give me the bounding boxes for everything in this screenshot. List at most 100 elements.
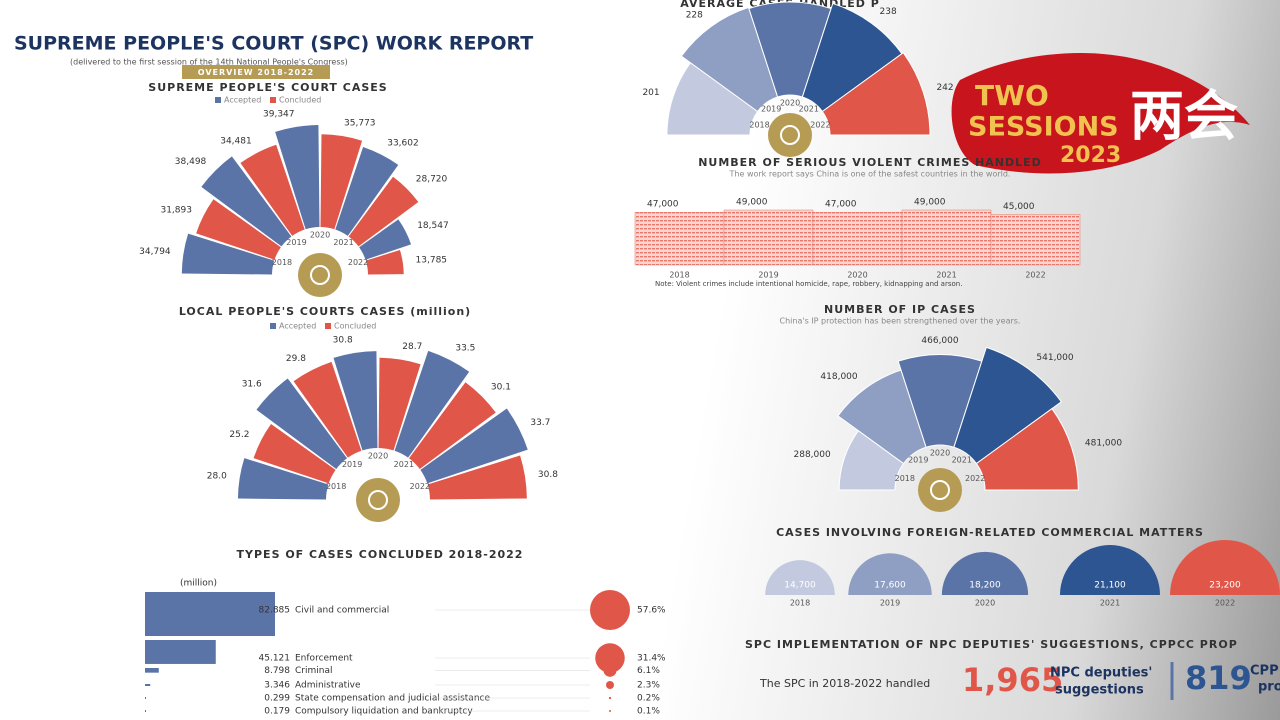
bar: [812, 211, 903, 266]
value-label: 541,000: [1036, 353, 1073, 363]
value-label: 33,602: [387, 139, 419, 149]
share-label: 2.3%: [637, 681, 660, 691]
value-label: 228: [686, 11, 703, 21]
category-label: 2022: [810, 121, 830, 130]
bar: [634, 211, 725, 266]
chart-subtitle: China's IP protection has been strengthe…: [780, 317, 1021, 326]
chart-title: CASES INVOLVING FOREIGN-RELATED COMMERCI…: [776, 526, 1204, 539]
radial-bar: [420, 408, 528, 484]
share-dot: [608, 696, 612, 700]
icon: [356, 478, 400, 522]
semicircle: [1170, 540, 1280, 595]
radial-bar: [320, 134, 363, 230]
radial-bar: [293, 361, 362, 458]
category-label: 2021: [936, 271, 956, 280]
semicircle: [1059, 544, 1161, 595]
radial-bar: [237, 458, 329, 500]
legend-label: Concluded: [279, 96, 321, 105]
category-label: 2021: [394, 460, 414, 469]
category-label: 2018: [326, 482, 346, 491]
category-label: 2019: [286, 238, 306, 247]
radial-bar: [378, 357, 421, 451]
category-label: 2018: [895, 474, 915, 483]
value-label: 34,481: [220, 137, 252, 147]
value-label: 201: [642, 88, 659, 98]
value-label: 28.7: [402, 342, 422, 352]
value-label: 39,347: [263, 110, 295, 120]
npc-label: suggestions: [1055, 683, 1144, 698]
value-label: 30.1: [491, 383, 511, 393]
bar: [723, 209, 814, 266]
value-label: 18,547: [417, 221, 449, 231]
value-label: 13,785: [416, 255, 448, 265]
note: Note: Violent crimes include intentional…: [655, 280, 962, 288]
value-label: 18,200: [969, 581, 1001, 591]
share-label: 0.1%: [637, 707, 660, 717]
icon: [298, 253, 342, 297]
unit-label: (million): [180, 579, 217, 589]
value-label: 17,600: [874, 581, 906, 591]
cppcc-count: 819: [1185, 659, 1252, 697]
value-label: 33.7: [530, 418, 550, 428]
polar-sector: [953, 346, 1063, 465]
badge-text: OVERVIEW 2018-2022: [198, 68, 315, 77]
icon: [768, 113, 812, 157]
share-dot: [609, 710, 611, 712]
legend-label: Accepted: [279, 322, 316, 331]
share-dot: [590, 590, 630, 630]
bar: [901, 209, 992, 266]
value-label: 0.299: [264, 694, 290, 704]
category-label: 2020: [780, 99, 800, 108]
radial-bar: [409, 382, 496, 469]
chart-title: NUMBER OF SERIOUS VIOLENT CRIMES HANDLED: [698, 156, 1042, 169]
value-label: 47,000: [647, 200, 679, 210]
value-label: 45,000: [1003, 202, 1035, 212]
value-label: 49,000: [914, 198, 946, 208]
icon-inner: [930, 480, 950, 500]
npc-count: 1,965: [962, 661, 1063, 699]
share-dot: [595, 643, 625, 673]
value-label: 38,498: [175, 157, 207, 167]
value-label: 33.5: [455, 344, 475, 354]
legend-label: Accepted: [224, 96, 261, 105]
suggestions-lead: The SPC in 2018-2022 handled: [759, 677, 930, 690]
category-label: 2020: [368, 452, 388, 461]
category-label: 2022: [410, 482, 430, 491]
category-label: 2019: [342, 460, 362, 469]
value-label: 34,794: [139, 247, 171, 257]
category-label: 2019: [880, 599, 900, 608]
semicircle: [941, 551, 1029, 595]
logo: TWO SESSIONS 2023 两会: [951, 52, 1250, 174]
chart-title: SUPREME PEOPLE'S COURT CASES: [148, 81, 387, 94]
logo-year: 2023: [1060, 143, 1121, 168]
radial-bar: [427, 455, 527, 500]
value-label: 288,000: [794, 450, 831, 460]
category-label: 2020: [975, 599, 995, 608]
legend-label: Concluded: [334, 322, 376, 331]
value-label: 481,000: [1085, 438, 1122, 448]
value-label: 31.6: [242, 379, 262, 389]
category-label: 2021: [799, 105, 819, 114]
value-label: 242: [936, 83, 953, 93]
value-label: 35,773: [344, 119, 376, 129]
bar: [145, 592, 275, 636]
radial-bar: [348, 176, 419, 247]
suggestions-heading: SPC IMPLEMENTATION OF NPC DEPUTIES' SUGG…: [745, 638, 1238, 651]
logo-line1: TWO: [975, 79, 1049, 112]
radial-bar: [275, 125, 320, 230]
radial-bar: [196, 199, 281, 260]
value-label: 238: [880, 7, 897, 17]
category-label: 2018: [272, 258, 292, 267]
value-label: 28,720: [416, 175, 448, 185]
value-label: 31,893: [160, 205, 192, 215]
category-label: Criminal: [295, 666, 332, 676]
npc-label: NPC deputies': [1050, 666, 1152, 681]
radial-bar: [365, 249, 404, 275]
share-dot: [606, 681, 614, 689]
legend-swatch: [270, 97, 276, 103]
icon-inner: [368, 490, 388, 510]
icon: [918, 468, 962, 512]
category-label: 2020: [310, 231, 330, 240]
